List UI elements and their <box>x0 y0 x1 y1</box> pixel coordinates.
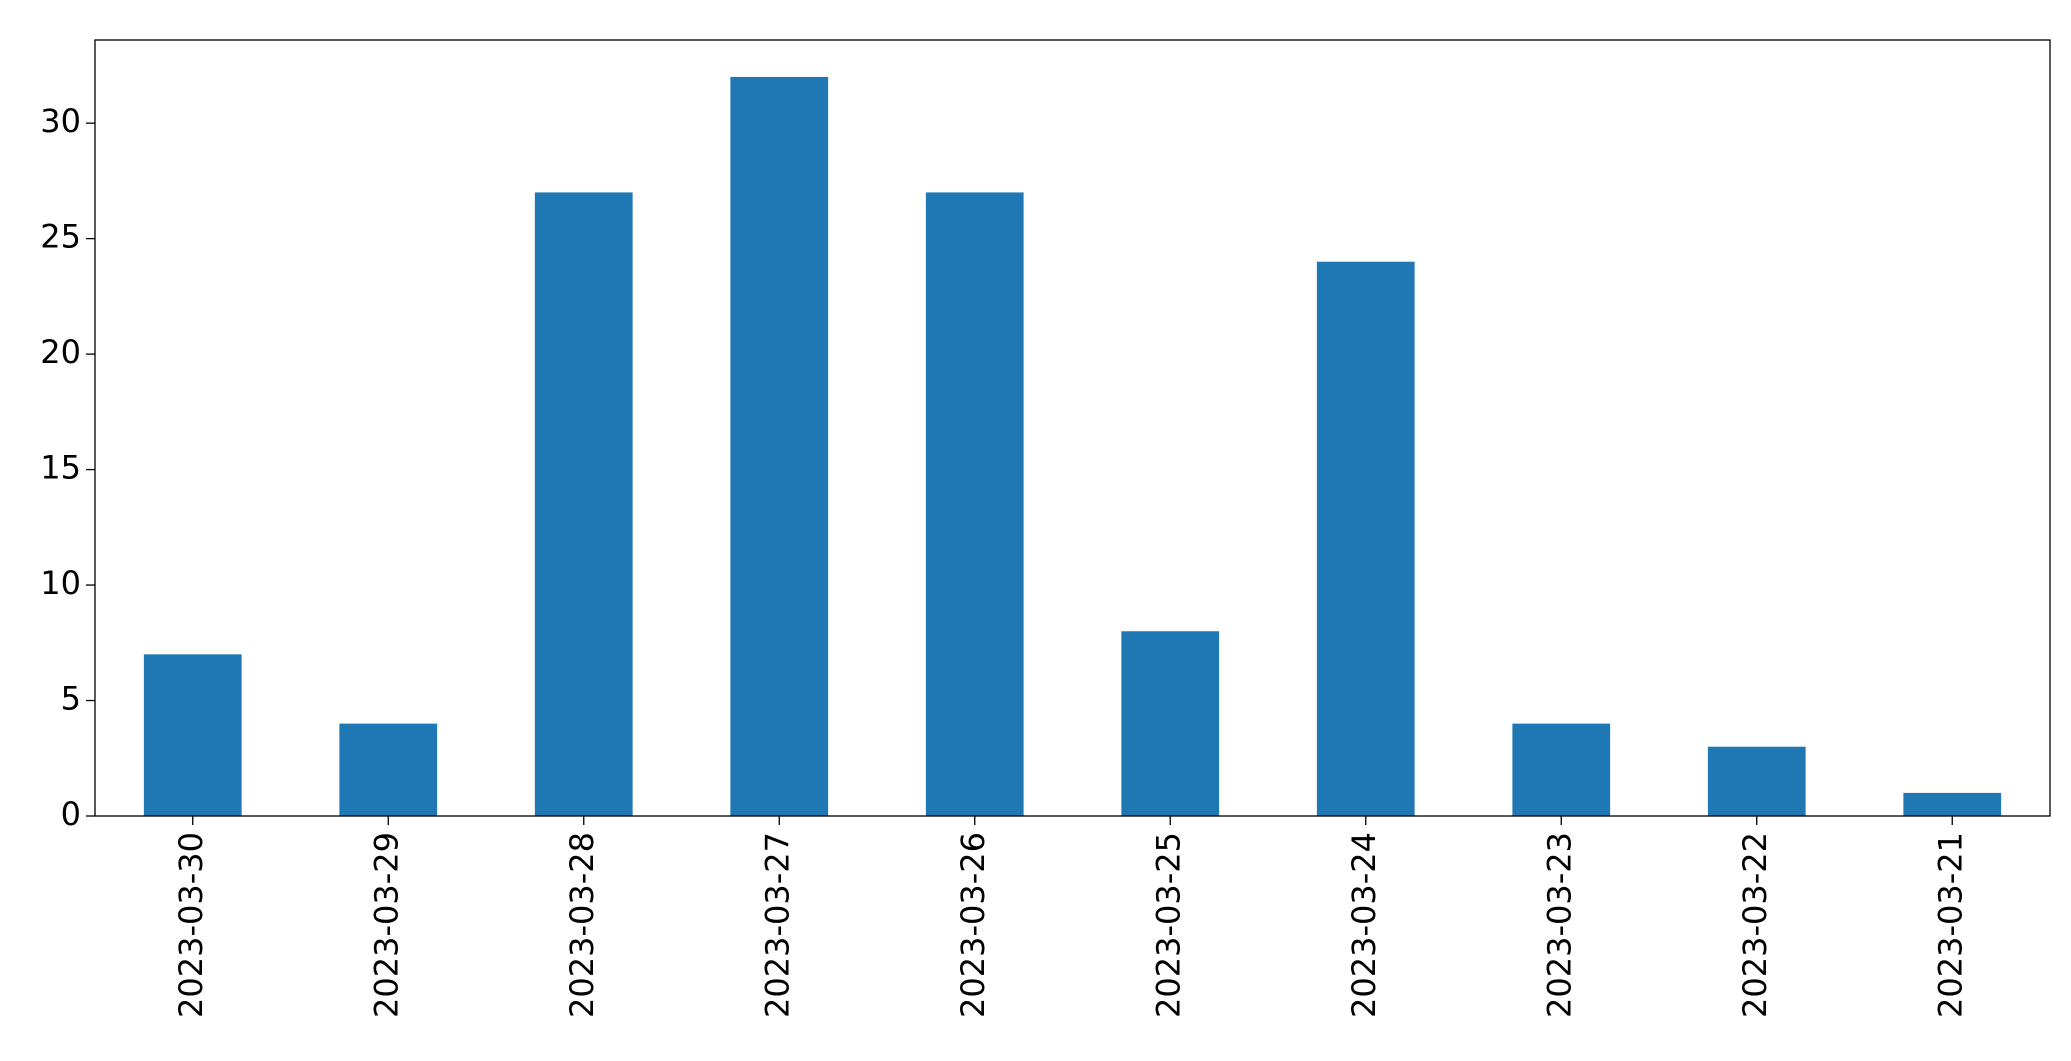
bar <box>143 654 242 816</box>
x-tick-label: 2023-03-23 <box>1540 832 1578 1018</box>
bar <box>1903 792 2002 816</box>
bar <box>339 723 438 816</box>
x-tick-label: 2023-03-24 <box>1345 832 1383 1018</box>
x-tick-label: 2023-03-29 <box>367 832 405 1018</box>
x-tick-label: 2023-03-22 <box>1736 832 1774 1018</box>
bar <box>1316 261 1415 816</box>
bar <box>1512 723 1611 816</box>
y-tick-label: 30 <box>40 102 81 140</box>
bar <box>925 192 1024 816</box>
bar <box>730 76 829 816</box>
x-tick-label: 2023-03-21 <box>1931 832 1969 1018</box>
y-tick-label: 20 <box>40 333 81 371</box>
y-tick-label: 5 <box>61 680 81 718</box>
x-tick-label: 2023-03-28 <box>563 832 601 1018</box>
x-tick-label: 2023-03-27 <box>758 832 796 1018</box>
bar <box>534 192 633 816</box>
x-tick-label: 2023-03-30 <box>172 832 210 1018</box>
y-tick-label: 15 <box>40 449 81 487</box>
bar <box>1707 746 1806 816</box>
y-tick-label: 0 <box>61 795 81 833</box>
y-tick-label: 10 <box>40 564 81 602</box>
x-tick-label: 2023-03-26 <box>954 832 992 1018</box>
bar <box>1121 631 1220 816</box>
plot-frame <box>94 39 2051 817</box>
x-tick-label: 2023-03-25 <box>1149 832 1187 1018</box>
y-tick-label: 25 <box>40 218 81 256</box>
